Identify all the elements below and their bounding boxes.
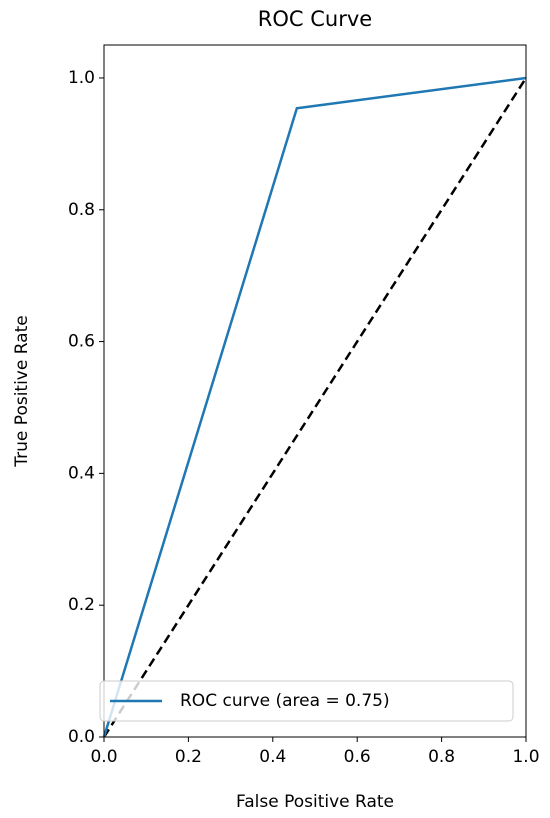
legend-label: ROC curve (area = 0.75) — [180, 691, 390, 711]
x-tick-label: 0.0 — [90, 747, 117, 767]
x-tick-label: 0.8 — [428, 747, 455, 767]
x-tick-label: 0.4 — [259, 747, 286, 767]
x-axis-label: False Positive Rate — [236, 792, 394, 812]
y-axis-label: True Positive Rate — [12, 315, 32, 467]
axes-frame — [103, 44, 527, 738]
roc-line — [102, 76, 527, 738]
y-tick-label: 0.8 — [68, 200, 95, 220]
y-tick-label: 0.0 — [68, 727, 95, 747]
diagonal-line — [102, 77, 528, 738]
legend-box — [99, 680, 514, 722]
y-tick-label: 0.6 — [68, 332, 95, 352]
chart-title: ROC Curve — [258, 7, 372, 31]
y-tick-label: 0.2 — [68, 595, 95, 615]
y-tick-label: 1.0 — [68, 68, 95, 88]
x-tick-label: 0.2 — [175, 747, 202, 767]
y-tick-label: 0.4 — [68, 463, 95, 483]
x-tick-label: 0.6 — [344, 747, 371, 767]
x-tick-label: 1.0 — [512, 747, 539, 767]
